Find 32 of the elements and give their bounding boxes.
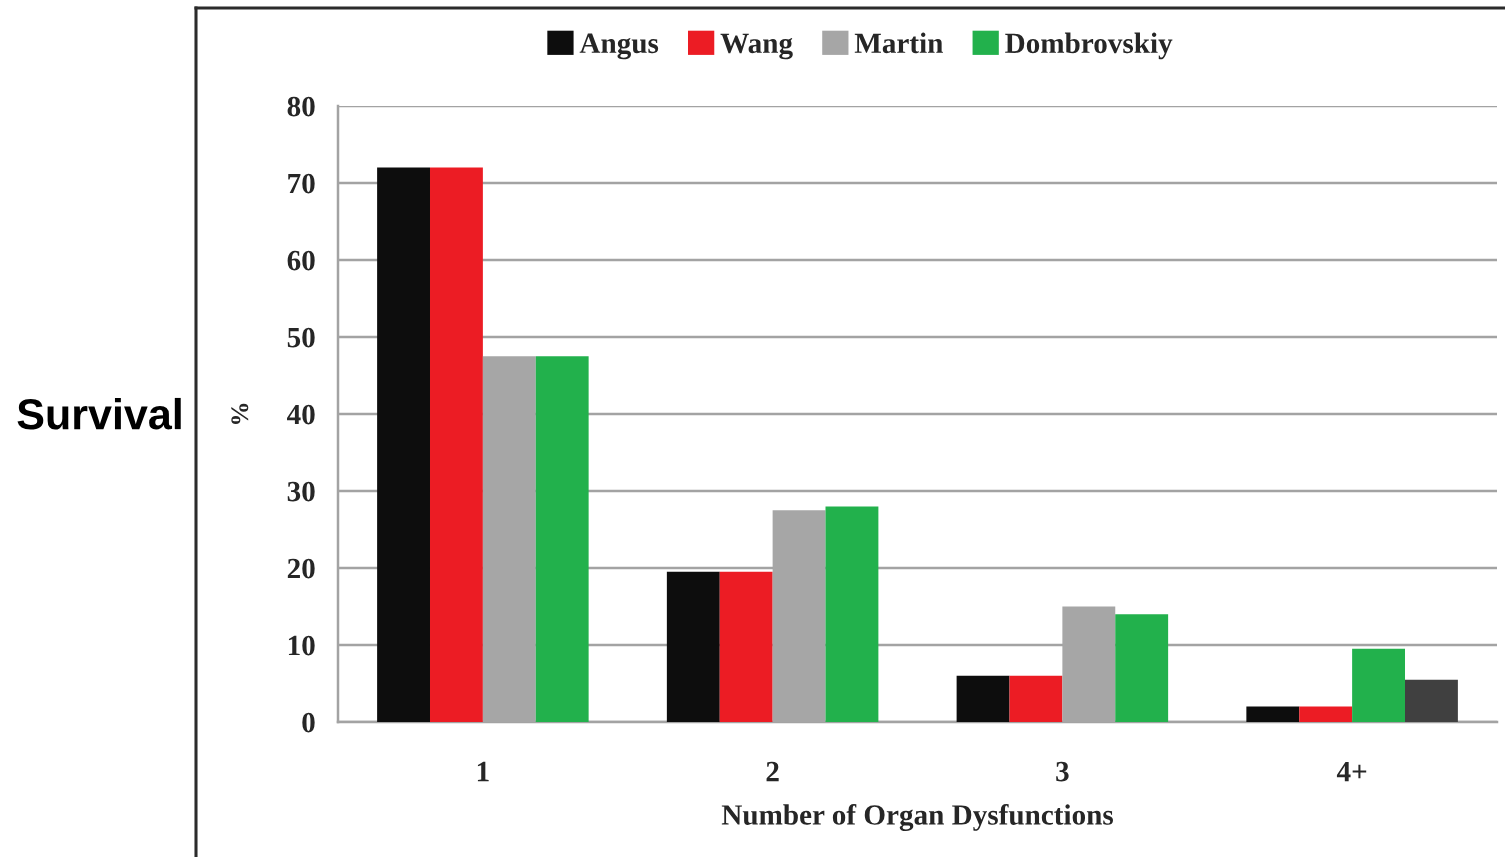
bar	[430, 167, 483, 722]
y-tick-label: 40	[287, 404, 315, 425]
x-tick-label: 3	[1056, 761, 1069, 782]
legend-label: Martin	[854, 32, 943, 54]
legend-label: Dombrovskiy	[1005, 32, 1173, 60]
y-tick-label: 60	[287, 250, 315, 271]
bar	[377, 167, 430, 722]
y-axis-title: %	[231, 403, 249, 424]
x-axis-title: Number of Organ Dysfunctions	[721, 804, 1114, 831]
y-tick-label: 30	[287, 481, 315, 502]
text: Survival	[17, 397, 181, 430]
x-tick-label: 2	[766, 761, 779, 782]
bar	[1246, 706, 1300, 722]
bar	[719, 571, 773, 722]
legend-label: Wang	[720, 33, 793, 60]
y-tick-label: 50	[287, 327, 315, 348]
x-tick-label: 4+	[1336, 761, 1367, 782]
y-tick-label: 20	[287, 558, 315, 579]
x-tick-label: 1	[477, 761, 489, 782]
bar	[535, 356, 589, 722]
y-tick-label: 80	[287, 96, 315, 117]
bar	[1405, 679, 1458, 722]
bar	[1299, 706, 1353, 722]
bar	[1115, 614, 1169, 722]
bar	[825, 506, 879, 722]
bar	[1009, 675, 1063, 722]
y-tick-label: 70	[288, 173, 315, 194]
y-tick-label: 10	[288, 635, 315, 656]
bar	[666, 571, 720, 722]
legend-label: Angus	[579, 33, 659, 60]
y-tick-label: 0	[302, 712, 315, 733]
bar	[956, 675, 1010, 722]
